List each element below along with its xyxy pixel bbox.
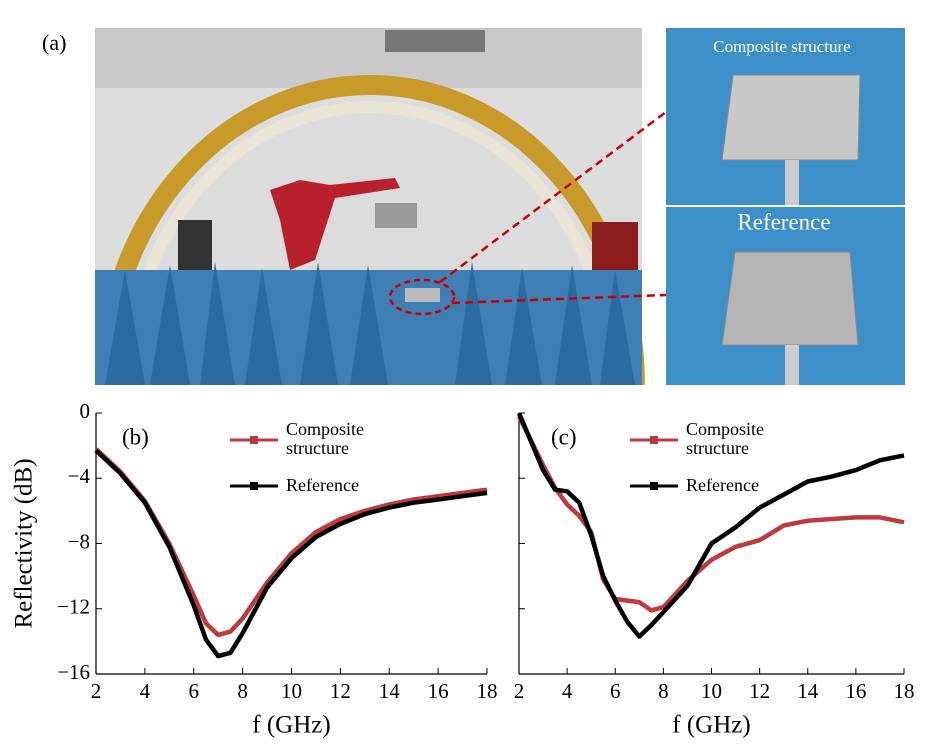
x-tick-label: 6 <box>610 679 621 703</box>
x-tick-label: 14 <box>797 679 819 703</box>
legend-marker <box>650 482 658 490</box>
x-tick-label: 18 <box>894 679 915 703</box>
x-tick-label: 16 <box>845 679 866 703</box>
inset-label: Composite structure <box>713 37 850 56</box>
x-tick-label: 6 <box>189 679 200 703</box>
x-tick-label: 16 <box>428 679 449 703</box>
inset-photo <box>666 28 905 385</box>
y-axis-label: Reflectivity (dB) <box>11 458 38 628</box>
x-tick-label: 14 <box>379 679 401 703</box>
x-axis-label: f (GHz) <box>672 712 750 739</box>
y-tick-label: 0 <box>80 399 91 423</box>
panel-label: (a) <box>42 30 66 55</box>
legend-label: Reference <box>686 475 759 495</box>
x-tick-label: 4 <box>562 679 573 703</box>
inset-label: Reference <box>737 209 830 234</box>
line-series <box>516 412 905 639</box>
legend-label: Reference <box>286 475 359 495</box>
line-series <box>516 415 905 613</box>
y-tick-label: −4 <box>68 464 91 488</box>
y-tick-label: −8 <box>68 529 90 553</box>
x-axis-label: f (GHz) <box>252 712 330 739</box>
legend-marker <box>250 436 258 444</box>
legend-label: Composite structure <box>686 419 765 458</box>
photo <box>95 28 667 386</box>
panel-label: (b) <box>122 424 149 449</box>
legend-label: Composite structure <box>286 419 365 458</box>
x-tick-label: 12 <box>330 679 351 703</box>
x-tick-label: 8 <box>237 679 248 703</box>
legend-marker <box>250 482 258 490</box>
line-series <box>94 448 488 659</box>
legend-marker <box>650 436 658 444</box>
x-tick-label: 18 <box>477 679 498 703</box>
panel-label: (c) <box>551 424 577 449</box>
x-tick-label: 2 <box>514 679 525 703</box>
y-tick-label: −12 <box>57 595 90 619</box>
x-tick-label: 12 <box>749 679 770 703</box>
y-tick-label: −16 <box>57 660 90 684</box>
x-tick-label: 4 <box>140 679 151 703</box>
x-tick-label: 10 <box>281 679 302 703</box>
x-tick-label: 2 <box>91 679 102 703</box>
x-tick-label: 8 <box>658 679 669 703</box>
x-tick-label: 10 <box>701 679 722 703</box>
